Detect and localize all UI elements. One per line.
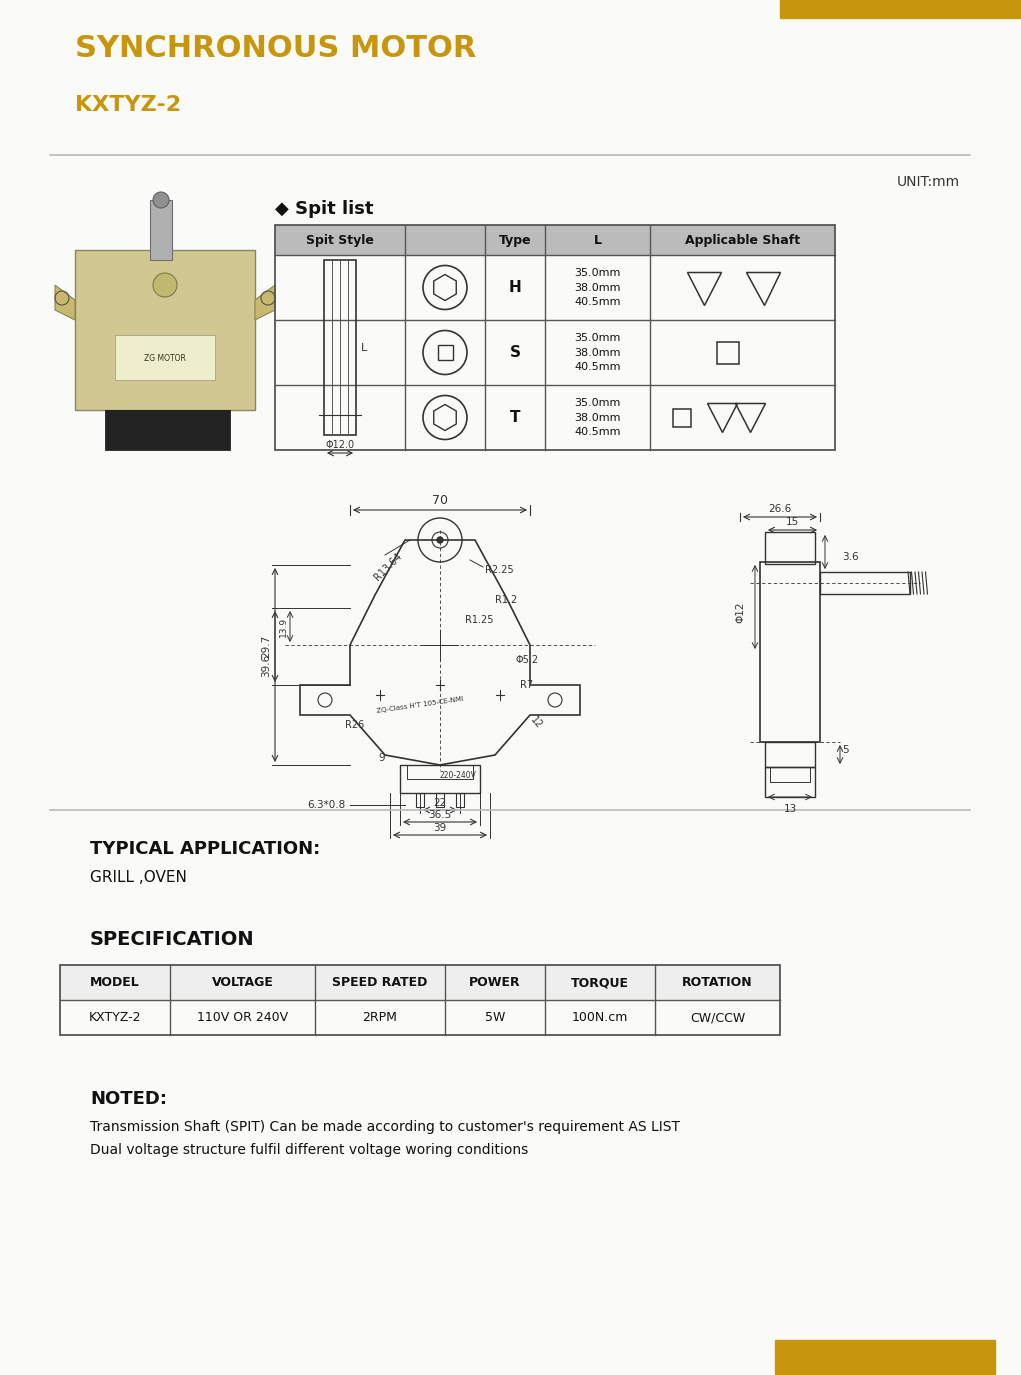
Bar [60,965,780,1035]
Circle shape [437,538,443,543]
Text: R26: R26 [345,720,364,730]
Text: 35.0mm
38.0mm
40.5mm: 35.0mm 38.0mm 40.5mm [574,397,621,437]
Polygon shape [255,285,275,320]
Text: 220-240V: 220-240V [440,770,477,780]
Text: Φ12: Φ12 [735,601,745,623]
Bar [150,199,172,260]
Text: 6.3*0.8: 6.3*0.8 [306,800,345,810]
Text: 100N.cm: 100N.cm [572,1011,628,1024]
Text: 35.0mm
38.0mm
40.5mm: 35.0mm 38.0mm 40.5mm [574,268,621,307]
Text: Type: Type [498,234,531,246]
Bar [400,765,480,793]
Bar [820,572,910,594]
Text: L: L [593,234,601,246]
Bar [780,0,1021,18]
Text: UNIT:mm: UNIT:mm [896,175,960,188]
Text: TYPICAL APPLICATION:: TYPICAL APPLICATION: [90,840,321,858]
Bar [115,336,215,380]
Text: 110V OR 240V: 110V OR 240V [197,1011,288,1024]
Text: 2RPM: 2RPM [362,1011,397,1024]
Text: Φ5.2: Φ5.2 [515,654,538,666]
Text: TORQUE: TORQUE [571,976,629,989]
Text: R1.2: R1.2 [495,595,518,605]
Bar [765,532,815,564]
Text: 70: 70 [432,494,448,507]
Text: R1.25: R1.25 [465,615,493,626]
Bar [324,260,356,434]
Text: 5W: 5W [485,1011,505,1024]
Text: 12: 12 [528,715,543,732]
Bar [275,226,835,254]
Text: Spit Style: Spit Style [306,234,374,246]
Text: R7: R7 [520,681,533,690]
Bar [416,793,424,807]
Bar [456,793,464,807]
Text: 3.6: 3.6 [841,551,859,562]
Text: ◆ Spit list: ◆ Spit list [275,199,374,219]
Circle shape [153,274,177,297]
Bar [673,408,690,426]
Text: MODEL: MODEL [90,976,140,989]
Bar [60,965,780,1000]
Text: Applicable Shaft: Applicable Shaft [685,234,800,246]
Bar [775,1341,995,1375]
Text: T: T [509,410,521,425]
Text: 35.0mm
38.0mm
40.5mm: 35.0mm 38.0mm 40.5mm [574,333,621,373]
Text: SPEED RATED: SPEED RATED [332,976,428,989]
Text: SPECIFICATION: SPECIFICATION [90,930,254,949]
Text: L: L [361,342,368,352]
Text: 29.7: 29.7 [261,635,271,659]
Bar [438,345,452,360]
Bar [275,226,835,450]
Text: GRILL ,OVEN: GRILL ,OVEN [90,870,187,886]
Circle shape [153,193,169,208]
Text: S: S [509,345,521,360]
Text: CW/CCW: CW/CCW [690,1011,745,1024]
Text: Transmission Shaft (SPIT) Can be made according to customer's requirement AS LIS: Transmission Shaft (SPIT) Can be made ac… [90,1121,680,1156]
Text: 36.5: 36.5 [429,810,451,820]
Polygon shape [55,285,75,320]
Bar [75,250,255,410]
Bar [760,562,820,743]
Text: 39: 39 [433,824,446,833]
Bar [407,765,473,780]
Text: 26.6: 26.6 [769,505,791,514]
Text: 39.6: 39.6 [261,653,271,676]
Bar [436,793,444,807]
Bar [105,410,230,450]
Text: 13.9: 13.9 [279,616,288,637]
Bar [765,742,815,767]
Text: KXTYZ-2: KXTYZ-2 [89,1011,141,1024]
Text: POWER: POWER [470,976,521,989]
Text: ROTATION: ROTATION [682,976,752,989]
Text: H: H [508,280,522,296]
Bar [765,767,815,798]
Text: R2.25: R2.25 [485,565,514,575]
Text: 13: 13 [783,804,796,814]
Text: KXTYZ-2: KXTYZ-2 [75,95,181,116]
Text: 5: 5 [841,745,848,755]
Text: ZQ-Class H'T 105-CE-NMI: ZQ-Class H'T 105-CE-NMI [376,696,464,714]
Text: 15: 15 [786,517,799,527]
Text: 9: 9 [379,754,385,763]
Text: R13.64: R13.64 [372,551,403,583]
Text: VOLTAGE: VOLTAGE [211,976,274,989]
Bar [770,767,810,782]
Text: 22: 22 [433,798,446,808]
Text: ZG MOTOR: ZG MOTOR [144,353,186,363]
Text: NOTED:: NOTED: [90,1090,167,1108]
Text: SYNCHRONOUS MOTOR: SYNCHRONOUS MOTOR [75,33,477,62]
Text: Φ12.0: Φ12.0 [326,440,354,450]
